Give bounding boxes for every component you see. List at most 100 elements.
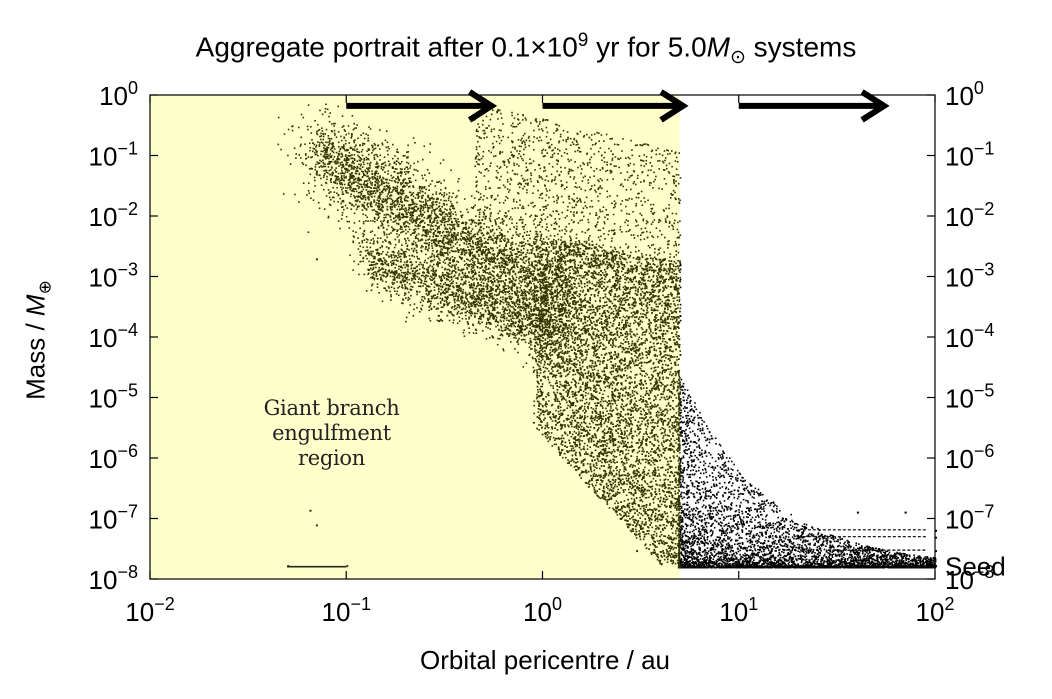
scatter-point <box>504 283 506 286</box>
scatter-point <box>428 224 430 226</box>
scatter-point <box>329 112 331 114</box>
scatter-point <box>407 273 409 276</box>
scatter-point <box>466 238 468 241</box>
scatter-point <box>347 149 349 151</box>
scatter-point <box>505 301 508 303</box>
scatter-point <box>537 309 540 311</box>
scatter-point <box>381 204 384 206</box>
scatter-point <box>361 209 364 211</box>
scatter-point <box>442 211 444 214</box>
scatter-point <box>498 292 500 295</box>
scatter-point <box>523 288 525 291</box>
scatter-point <box>496 312 498 314</box>
scatter-point <box>522 325 524 327</box>
scatter-point <box>457 261 460 263</box>
scatter-point <box>356 195 358 198</box>
scatter-point <box>503 268 505 271</box>
scatter-point <box>361 148 364 151</box>
scatter-point <box>442 261 445 263</box>
scatter-point <box>463 251 466 253</box>
scatter-point <box>522 278 524 281</box>
scatter-point <box>475 250 478 253</box>
scatter-point <box>511 293 513 295</box>
scatter-point <box>317 141 319 143</box>
scatter-point <box>412 207 415 209</box>
scatter-point <box>502 320 505 322</box>
scatter-point <box>541 307 543 310</box>
scatter-point <box>384 200 386 202</box>
scatter-point <box>458 286 460 288</box>
scatter-point <box>427 290 430 293</box>
scatter-point <box>412 201 415 204</box>
scatter-point <box>510 318 512 321</box>
scatter-point <box>495 325 497 328</box>
scatter-point <box>485 256 487 259</box>
scatter-point <box>542 312 545 315</box>
scatter-point <box>443 259 446 261</box>
scatter-point <box>428 197 431 200</box>
scatter-point <box>474 297 477 300</box>
scatter-point <box>507 285 509 287</box>
scatter-point <box>420 211 422 213</box>
scatter-point <box>343 172 346 175</box>
scatter-point <box>340 172 342 175</box>
scatter-point <box>486 272 489 274</box>
scatter-point <box>347 183 350 185</box>
scatter-point <box>526 282 528 284</box>
scatter-point <box>355 167 358 170</box>
scatter-point <box>499 312 501 314</box>
scatter-point <box>369 220 372 222</box>
scatter-point <box>368 170 370 173</box>
scatter-point <box>557 296 559 298</box>
scatter-point <box>448 258 450 261</box>
scatter-point <box>530 263 533 266</box>
scatter-point <box>489 276 491 278</box>
scatter-point <box>346 161 349 164</box>
scatter-point <box>548 353 551 355</box>
scatter-point <box>432 274 434 277</box>
scatter-point <box>543 286 545 289</box>
scatter-point <box>406 288 409 290</box>
scatter-point <box>529 341 532 344</box>
scatter-point <box>446 228 449 231</box>
scatter-point <box>345 187 347 189</box>
scatter-point <box>381 274 383 277</box>
scatter-point <box>433 218 436 221</box>
scatter-point <box>372 255 374 258</box>
scatter-point <box>486 291 488 293</box>
scatter-point <box>456 247 458 249</box>
scatter-point <box>473 263 475 265</box>
scatter-point <box>533 283 535 285</box>
scatter-point <box>463 329 465 332</box>
scatter-point <box>433 241 435 244</box>
scatter-point <box>472 255 474 257</box>
scatter-point <box>567 293 569 296</box>
scatter-point <box>341 214 344 216</box>
scatter-point <box>502 306 504 308</box>
scatter-point <box>332 158 334 161</box>
scatter-point <box>414 267 416 270</box>
scatter-point <box>456 223 459 225</box>
scatter-point <box>575 301 578 304</box>
scatter-point <box>525 307 528 309</box>
scatter-point <box>534 304 536 306</box>
scatter-point <box>388 187 390 189</box>
scatter-point <box>454 243 457 245</box>
scatter-point <box>442 245 445 248</box>
scatter-point <box>488 290 490 292</box>
scatter-point <box>452 321 454 324</box>
scatter-point <box>488 262 490 265</box>
scatter-point <box>440 306 443 309</box>
scatter-point <box>416 307 418 309</box>
scatter-point <box>379 208 382 210</box>
scatter-point <box>507 315 510 317</box>
scatter-point <box>428 215 430 217</box>
scatter-point <box>468 234 471 237</box>
scatter-point <box>373 277 376 280</box>
scatter-point <box>431 273 434 275</box>
scatter-point <box>441 254 443 256</box>
scatter-point <box>443 194 446 196</box>
scatter-point <box>384 199 387 201</box>
scatter-point <box>530 249 532 251</box>
